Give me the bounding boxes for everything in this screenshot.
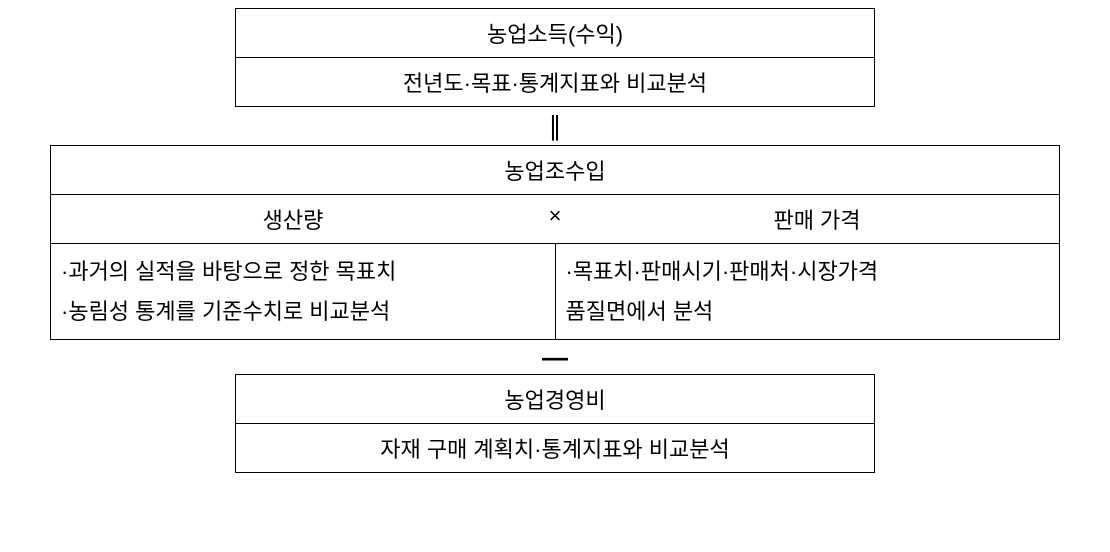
diagram-container: 농업소득(수익) 전년도·목표·통계지표와 비교분석 ∥ 농업조수입 생산량 ×… <box>0 8 1110 473</box>
block-expense-title: 농업경영비 <box>236 375 874 424</box>
price-line-2: 품질면에서 분석 <box>566 292 1050 332</box>
gross-income-columns-body: ·과거의 실적을 바탕으로 정한 목표치 ·농림성 통계를 기준수치로 비교분석… <box>51 244 1059 339</box>
block-expense-subtitle: 자재 구매 계획치·통계지표와 비교분석 <box>236 424 874 472</box>
gross-income-columns-header: 생산량 × 판매 가격 <box>51 195 1059 244</box>
col-price-header: 판매 가격 <box>575 195 1059 243</box>
multiply-symbol: × <box>535 195 575 243</box>
block-income-title: 농업소득(수익) <box>236 9 874 58</box>
block-expense: 농업경영비 자재 구매 계획치·통계지표와 비교분석 <box>235 374 875 473</box>
block-gross-income-title: 농업조수입 <box>51 146 1059 195</box>
connector-equals: ∥ <box>0 107 1110 145</box>
production-line-2: ·농림성 통계를 기준수치로 비교분석 <box>61 292 545 332</box>
col-production-header: 생산량 <box>51 195 535 243</box>
col-production-body: ·과거의 실적을 바탕으로 정한 목표치 ·농림성 통계를 기준수치로 비교분석 <box>51 244 556 339</box>
connector-minus: — <box>0 340 1110 374</box>
block-gross-income: 농업조수입 생산량 × 판매 가격 ·과거의 실적을 바탕으로 정한 목표치 ·… <box>50 145 1060 340</box>
production-line-1: ·과거의 실적을 바탕으로 정한 목표치 <box>61 252 545 292</box>
col-price-body: ·목표치·판매시기·판매처·시장가격 품질면에서 분석 <box>556 244 1060 339</box>
block-income: 농업소득(수익) 전년도·목표·통계지표와 비교분석 <box>235 8 875 107</box>
price-line-1: ·목표치·판매시기·판매처·시장가격 <box>566 252 1050 292</box>
block-income-subtitle: 전년도·목표·통계지표와 비교분석 <box>236 58 874 106</box>
